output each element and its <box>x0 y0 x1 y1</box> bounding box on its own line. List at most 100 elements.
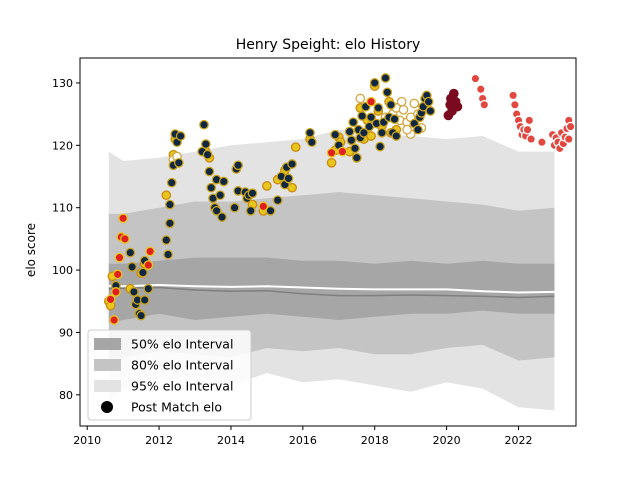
elo-point <box>524 115 535 126</box>
elo-point <box>366 96 376 107</box>
elo-point <box>380 73 391 83</box>
elo-point <box>283 173 294 184</box>
y-tick-label: 90 <box>59 326 73 339</box>
plot-frame <box>79 57 577 427</box>
elo-point <box>166 177 177 188</box>
x-tick-label: 2010 <box>73 434 101 447</box>
elo-point <box>163 249 173 260</box>
elo-point <box>139 295 150 305</box>
x-tick-label: 2016 <box>289 434 317 447</box>
elo-point <box>375 141 385 152</box>
elo-point <box>211 205 222 216</box>
elo-point <box>229 202 240 213</box>
elo-point <box>452 101 463 112</box>
elo-point <box>245 205 256 216</box>
elo-point <box>537 137 547 148</box>
elo-point <box>247 188 258 199</box>
elo-point <box>165 218 175 229</box>
elo-point <box>396 96 407 107</box>
elo-point <box>206 182 217 193</box>
elo-point <box>161 235 172 245</box>
elo-point <box>522 124 533 135</box>
elo-point <box>218 176 229 187</box>
legend-label: 80% elo Interval <box>131 358 233 373</box>
legend-swatch <box>94 359 121 371</box>
elo-point <box>258 201 269 212</box>
legend-swatch <box>94 338 121 350</box>
legend-label: 50% elo Interval <box>131 337 233 352</box>
x-tick-label: 2014 <box>217 434 245 447</box>
elo-point <box>330 129 341 140</box>
y-tick-label: 80 <box>59 389 73 402</box>
elo-point <box>105 294 116 305</box>
elo-point <box>425 106 436 116</box>
x-tick-label: 2022 <box>504 434 532 447</box>
legend-label: 95% elo Interval <box>131 379 233 394</box>
elo-point <box>377 127 387 138</box>
elo-point <box>112 269 123 280</box>
elo-point <box>143 283 154 294</box>
chart-title: Henry Speight: elo History <box>236 37 421 53</box>
elo-point <box>127 262 137 272</box>
elo-point <box>398 104 409 115</box>
elo-point <box>413 124 423 135</box>
x-tick-label: 2012 <box>145 434 173 447</box>
y-tick-label: 100 <box>52 264 73 277</box>
legend-marker <box>101 401 113 413</box>
x-tick-label: 2020 <box>433 434 461 447</box>
elo-point <box>138 267 148 278</box>
y-tick-label: 110 <box>52 202 73 215</box>
elo-point <box>120 234 130 244</box>
elo-point <box>143 260 154 270</box>
elo-point <box>306 137 317 148</box>
elo-point <box>470 73 481 84</box>
elo-point <box>359 127 369 138</box>
elo-point <box>165 199 175 210</box>
elo-point <box>337 146 348 157</box>
elo-point <box>262 181 272 191</box>
elo-point <box>326 157 337 168</box>
elo-point <box>526 134 536 144</box>
elo-point <box>272 195 283 206</box>
elo-point <box>173 157 184 168</box>
y-tick-label: 130 <box>52 77 73 90</box>
mean-line <box>108 283 555 294</box>
elo-point <box>136 310 146 321</box>
legend: 50% elo Interval 80% elo Interval 95% elo … <box>87 329 252 421</box>
elo-points <box>103 73 576 325</box>
elo-point <box>409 98 420 109</box>
elo-point <box>215 190 226 201</box>
elo-point <box>448 88 459 99</box>
elo-point <box>402 124 412 135</box>
x-axis-ticks: 2010 2012 2014 2016 2018 2020 2022 <box>73 426 532 447</box>
elo-point <box>346 135 357 146</box>
elo-point <box>200 139 211 149</box>
elo-point <box>204 166 215 177</box>
elo-point <box>508 90 518 101</box>
elo-point <box>109 315 119 325</box>
elo-point <box>199 119 209 130</box>
elo-point <box>355 93 366 104</box>
elo-point <box>175 131 186 141</box>
y-tick-label: 120 <box>52 139 73 152</box>
elo-point <box>326 147 337 158</box>
elo-point <box>217 212 227 222</box>
elo-point <box>344 126 355 137</box>
y-axis-ticks: 80 90 100 110 120 130 <box>52 77 80 402</box>
elo-point <box>565 121 576 132</box>
elo-point <box>233 160 243 171</box>
elo-point <box>357 111 367 121</box>
elo-point <box>118 213 128 224</box>
elo-point <box>114 252 125 263</box>
y-axis-label: elo score <box>24 223 38 277</box>
elo-point <box>391 131 402 141</box>
band-50 <box>108 257 555 324</box>
x-tick-label: 2018 <box>361 434 389 447</box>
elo-point <box>351 152 362 163</box>
elo-point <box>305 127 315 138</box>
elo-point <box>125 247 136 258</box>
legend-box <box>87 329 252 421</box>
median-line <box>108 286 555 299</box>
